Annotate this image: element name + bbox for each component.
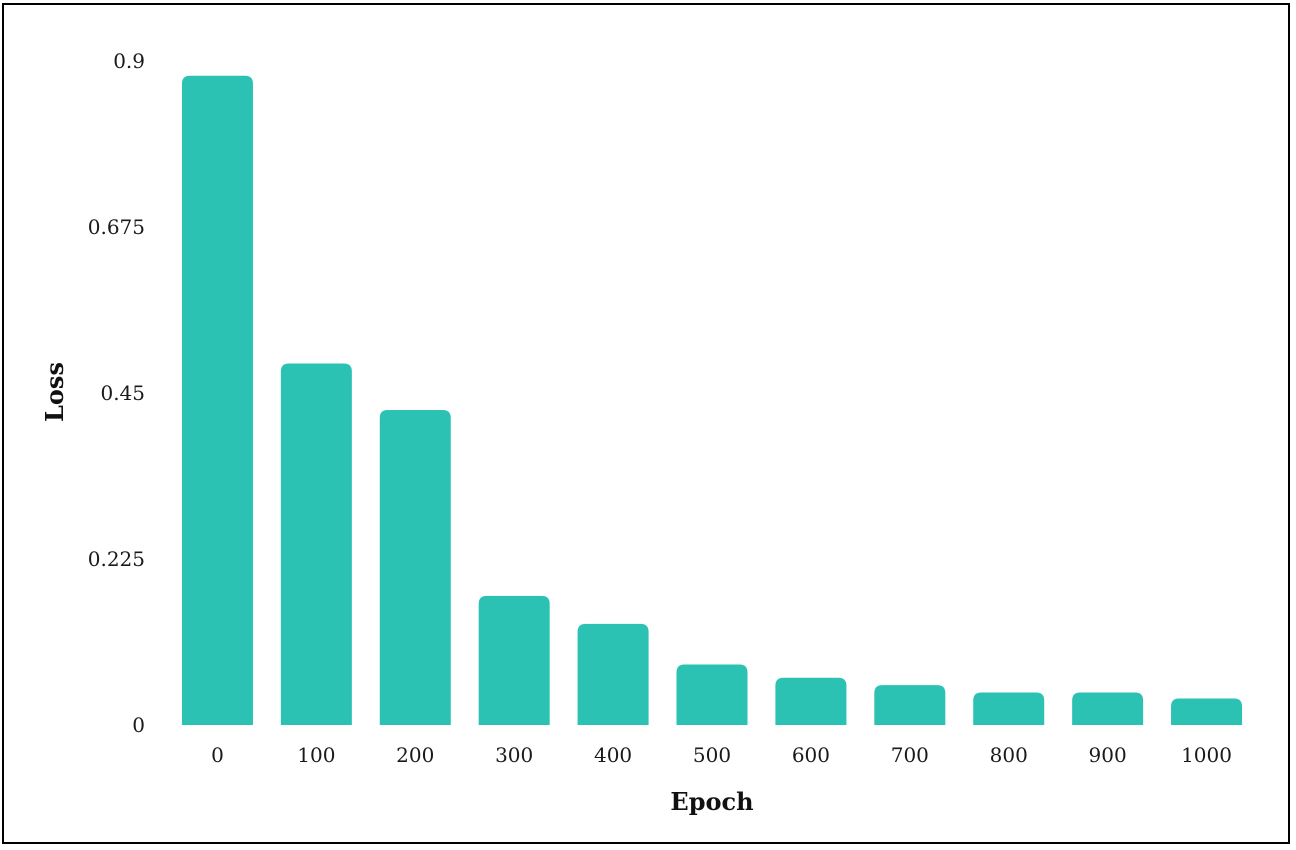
bar (676, 664, 748, 725)
y-tick-label: 0 (132, 713, 145, 737)
x-tick-label: 800 (990, 743, 1028, 767)
x-tick-label: 900 (1089, 743, 1127, 767)
x-tick-label: 100 (297, 743, 335, 767)
y-tick-label: 0.675 (88, 215, 145, 239)
x-tick-label: 300 (495, 743, 533, 767)
bar (379, 409, 451, 725)
y-tick-label: 0.45 (100, 381, 145, 405)
bar (1171, 698, 1243, 725)
bar (577, 623, 649, 725)
bar (478, 595, 550, 725)
x-axis-title: Epoch (670, 787, 753, 816)
bar (280, 363, 352, 725)
y-axis-ticks: 0 0.225 0.45 0.675 0.9 (88, 49, 145, 737)
x-tick-label: 200 (396, 743, 434, 767)
bar (181, 75, 253, 725)
y-tick-label: 0.225 (88, 547, 145, 571)
y-axis-title: Loss (40, 362, 69, 422)
bar (973, 692, 1045, 725)
bars (181, 75, 1243, 725)
bar (874, 685, 946, 725)
x-tick-label: 0 (211, 743, 224, 767)
x-tick-label: 1000 (1181, 743, 1232, 767)
x-tick-label: 500 (693, 743, 731, 767)
x-tick-label: 700 (891, 743, 929, 767)
bar (775, 677, 847, 725)
y-tick-label: 0.9 (113, 49, 145, 73)
x-axis-ticks: 0 100 200 300 400 500 600 700 800 900 1000 (211, 743, 1232, 767)
bar (1072, 692, 1144, 725)
x-tick-label: 600 (792, 743, 830, 767)
x-tick-label: 400 (594, 743, 632, 767)
